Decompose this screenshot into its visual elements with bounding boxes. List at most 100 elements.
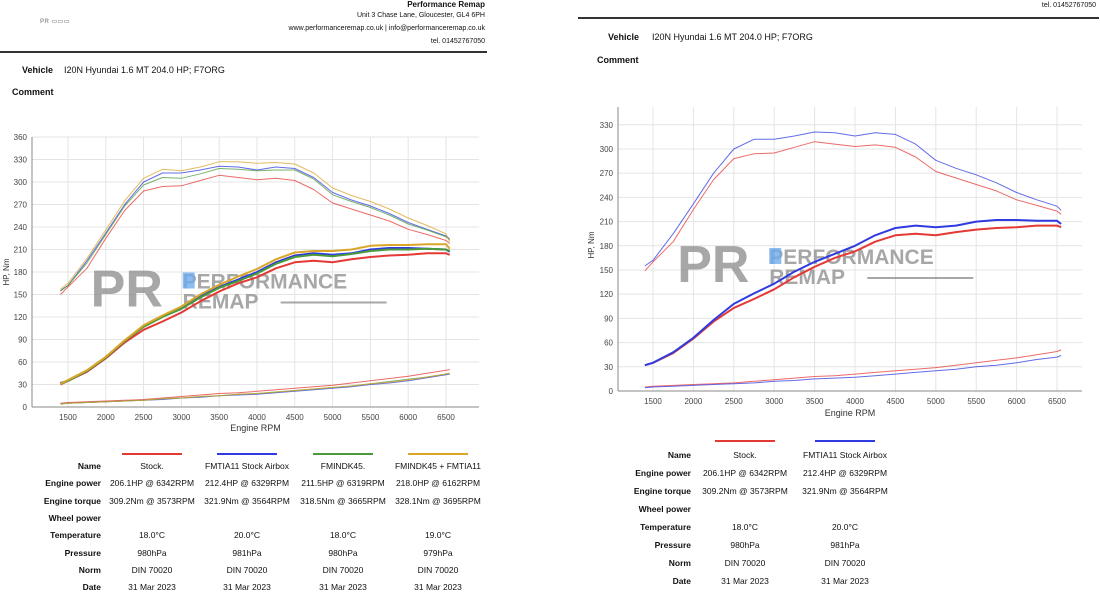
x-tick-label: 3000 <box>765 397 783 406</box>
company-tel: tel. 01452767050 <box>1041 2 1096 9</box>
y-tick-label: 60 <box>604 339 613 348</box>
legend-swatch <box>715 440 775 442</box>
y-tick-label: 90 <box>18 336 27 345</box>
cell-torque: 328.1Nm @ 3695RPM <box>395 495 481 506</box>
watermark-accent <box>769 247 782 264</box>
row-label-wheel-power: Wheel power <box>48 512 101 523</box>
y-tick-label: 240 <box>600 193 614 202</box>
cell-pressure: 980hPa <box>730 540 760 550</box>
company-web[interactable]: www.performanceremap.co.uk | info@perfor… <box>288 25 485 32</box>
cell-torque: 309.2Nm @ 3573RPM <box>702 486 788 496</box>
legend-swatch <box>815 440 875 442</box>
y-tick-label: 240 <box>14 223 28 232</box>
cell-name: FMTIA11 Stock Airbox <box>803 450 887 460</box>
x-tick-label: 4000 <box>248 413 266 422</box>
x-tick-label: 6000 <box>399 413 417 422</box>
y-tick-label: 330 <box>600 121 614 130</box>
y-tick-label: 360 <box>14 133 28 142</box>
cell-date: 31 Mar 2023 <box>721 576 769 586</box>
y-tick-label: 180 <box>600 242 614 251</box>
cell-pressure: 980hPa <box>328 547 358 558</box>
company-name: Performance Remap <box>407 0 485 9</box>
row-label-temperature: Temperature <box>50 530 101 541</box>
cell-norm: DIN 70020 <box>724 558 766 568</box>
y-axis-title: HP, Nm <box>587 231 596 258</box>
x-axis-title: Engine RPM <box>825 408 876 418</box>
x-tick-label: 4500 <box>286 413 304 422</box>
y-tick-label: 210 <box>600 218 614 227</box>
cell-name: FMTIA11 Stock Airbox <box>205 461 289 471</box>
cell-pressure: 979hPa <box>423 547 453 558</box>
x-tick-label: 6000 <box>1008 397 1026 406</box>
series-line-fmtia11-stock-airbox-torque <box>60 165 451 292</box>
row-label-name: Name <box>667 450 691 460</box>
cell-norm: DIN 70020 <box>226 564 268 575</box>
cell-temp: 18.0°C <box>138 530 166 541</box>
cell-power: 206.1HP @ 6342RPM <box>109 478 195 489</box>
cell-date: 31 Mar 2023 <box>223 582 271 593</box>
x-tick-label: 4000 <box>846 397 864 406</box>
x-tick-label: 2500 <box>725 397 743 406</box>
y-tick-label: 120 <box>600 290 614 299</box>
x-tick-label: 1500 <box>59 413 77 422</box>
y-tick-label: 210 <box>14 246 28 255</box>
x-tick-label: 1500 <box>644 397 662 406</box>
legend-swatch <box>313 453 373 455</box>
row-label-engine-torque: Engine torque <box>43 495 101 506</box>
plot-area <box>618 107 1082 391</box>
vehicle-value: I20N Hyundai 1.6 MT 204.0 HP; F7ORG <box>652 32 813 42</box>
cell-pressure: 980hPa <box>137 547 167 558</box>
cell-temp: 20.0°C <box>233 530 261 541</box>
company-address: Unit 3 Chase Lane, Gloucester, GL4 6PH <box>356 12 485 19</box>
y-tick-label: 60 <box>18 358 27 367</box>
cell-norm: DIN 70020 <box>824 558 866 568</box>
row-label-wheel-power: Wheel power <box>638 504 691 514</box>
y-tick-label: 90 <box>604 314 613 323</box>
company-logo: PR ▭▭▭ <box>40 19 71 25</box>
x-tick-label: 2500 <box>135 413 153 422</box>
cell-name: Stock. <box>140 461 164 471</box>
series-line-fmtia11-stock-airbox-power <box>644 219 1062 367</box>
cell-name: FMINDK45. <box>320 461 366 471</box>
cell-date: 31 Mar 2023 <box>821 576 869 586</box>
series-line-fmindk45-fmtia11-loss <box>60 372 450 405</box>
series-line-fmindk45-fmtia11-power <box>59 243 451 385</box>
row-label-engine-power: Engine power <box>45 478 101 489</box>
x-tick-label: 6500 <box>437 413 455 422</box>
y-tick-label: 0 <box>23 403 28 412</box>
header-divider <box>578 17 1099 19</box>
header-divider <box>0 51 487 53</box>
cell-torque: 321.9Nm @ 3564RPM <box>802 486 888 496</box>
x-tick-label: 6500 <box>1048 397 1066 406</box>
series-line-fmindk45-torque <box>60 168 451 292</box>
watermark-pr: PR <box>91 261 163 319</box>
x-tick-label: 5000 <box>324 413 342 422</box>
series-line-fmtia11-stock-airbox-loss <box>644 355 1062 389</box>
series-line-stock-power <box>644 224 1062 367</box>
row-label-pressure: Pressure <box>654 540 691 550</box>
x-tick-label: 2000 <box>684 397 702 406</box>
cell-temp: 18.0°C <box>731 522 759 532</box>
cell-name: Stock. <box>733 450 757 460</box>
vehicle-label: Vehicle <box>608 32 640 42</box>
cell-torque: 318.5Nm @ 3665RPM <box>300 495 386 506</box>
y-tick-label: 150 <box>14 291 28 300</box>
cell-power: 212.4HP @ 6329RPM <box>204 478 290 489</box>
x-tick-label: 3500 <box>210 413 228 422</box>
cell-torque: 309.2Nm @ 3573RPM <box>109 495 195 506</box>
y-axis-title: HP, Nm <box>2 258 11 285</box>
x-tick-label: 5500 <box>361 413 379 422</box>
y-tick-label: 270 <box>600 169 614 178</box>
cell-power: 212.4HP @ 6329RPM <box>802 468 888 478</box>
company-tel: tel. 01452767050 <box>430 38 485 45</box>
series-line-stock-loss <box>60 369 450 404</box>
row-label-engine-torque: Engine torque <box>633 486 691 496</box>
cell-power: 206.1HP @ 6342RPM <box>702 468 788 478</box>
cell-temp: 20.0°C <box>831 522 859 532</box>
y-tick-label: 300 <box>600 145 614 154</box>
x-tick-label: 2000 <box>97 413 115 422</box>
watermark-pr: PR <box>677 236 749 294</box>
series-line-stock-torque <box>60 174 451 295</box>
